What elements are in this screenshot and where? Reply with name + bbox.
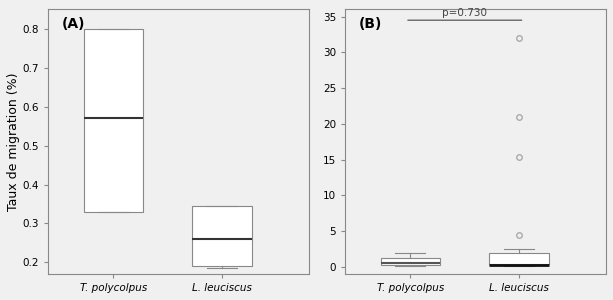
Text: (A): (A) — [61, 17, 85, 32]
PathPatch shape — [381, 258, 440, 265]
Text: p=0.730: p=0.730 — [442, 8, 487, 18]
Y-axis label: Taux de migration (%): Taux de migration (%) — [7, 73, 20, 211]
PathPatch shape — [192, 206, 252, 266]
Text: (B): (B) — [358, 17, 382, 32]
PathPatch shape — [83, 29, 143, 212]
PathPatch shape — [489, 253, 549, 264]
